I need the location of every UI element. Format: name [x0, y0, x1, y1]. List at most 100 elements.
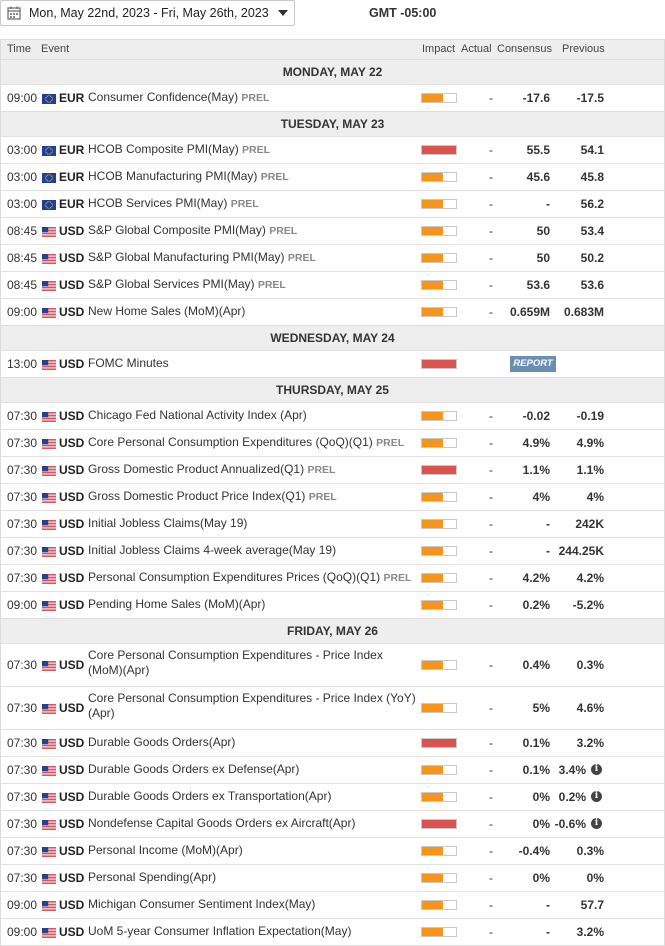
event-title[interactable]: HCOB Composite PMI(May): [88, 142, 239, 156]
table-row[interactable]: 07:30 USD Gross Domestic Product Price Ind…: [1, 483, 664, 510]
previous-value: 0%: [586, 871, 604, 885]
event-name[interactable]: Personal Consumption Expenditures Prices…: [88, 570, 418, 586]
event-name[interactable]: S&P Global Manufacturing PMI(May) PREL: [88, 250, 418, 266]
event-name[interactable]: Durable Goods Orders(Apr): [88, 735, 418, 750]
event-title[interactable]: Durable Goods Orders(Apr): [88, 735, 236, 749]
table-row[interactable]: 09:00 USD New Home Sales (MoM)(Apr) - 0.659M…: [1, 298, 664, 325]
consensus-value: 4.2%: [522, 571, 550, 585]
event-title[interactable]: Pending Home Sales (MoM)(Apr): [88, 597, 266, 611]
table-row[interactable]: 09:00 USD Michigan Consumer Sentiment Inde…: [1, 891, 664, 918]
event-title[interactable]: Gross Domestic Product Annualized(Q1): [88, 462, 305, 476]
table-row[interactable]: 13:00 USD FOMC Minutes REPORT: [1, 350, 664, 377]
info-icon[interactable]: i: [591, 764, 602, 775]
table-row[interactable]: 09:00 USD UoM 5-year Consumer Inflation Ex…: [1, 918, 664, 945]
table-row[interactable]: 08:45 USD S&P Global Manufacturing PMI(May…: [1, 244, 664, 271]
event-name[interactable]: Durable Goods Orders ex Defense(Apr): [88, 762, 418, 777]
event-name[interactable]: Nondefense Capital Goods Orders ex Aircr…: [88, 816, 418, 831]
table-row[interactable]: 07:30 USD Initial Jobless Claims(May 19) - -…: [1, 510, 664, 537]
event-name[interactable]: S&P Global Composite PMI(May) PREL: [88, 223, 418, 239]
table-row[interactable]: 03:00 EUR HCOB Composite PMI(May) PREL - 55.…: [1, 136, 664, 163]
event-title[interactable]: Gross Domestic Product Price Index(Q1): [88, 489, 306, 503]
event-name[interactable]: Michigan Consumer Sentiment Index(May): [88, 897, 418, 912]
event-time: 07:30: [7, 571, 38, 585]
table-row[interactable]: 07:30 USD Initial Jobless Claims 4-week av…: [1, 537, 664, 564]
event-title[interactable]: Consumer Confidence(May): [88, 90, 239, 104]
event-title[interactable]: Initial Jobless Claims(May 19): [88, 516, 248, 530]
table-row[interactable]: 03:00 EUR HCOB Services PMI(May) PREL - - 56.…: [1, 190, 664, 217]
event-name[interactable]: S&P Global Services PMI(May) PREL: [88, 277, 418, 293]
event-name[interactable]: Personal Spending(Apr): [88, 870, 418, 885]
event-name[interactable]: Initial Jobless Claims 4-week average(Ma…: [88, 543, 418, 558]
event-name[interactable]: Gross Domestic Product Annualized(Q1) PR…: [88, 462, 418, 478]
info-icon[interactable]: i: [591, 791, 602, 802]
table-row[interactable]: 08:45 USD S&P Global Services PMI(May) PRE…: [1, 271, 664, 298]
event-name[interactable]: Chicago Fed National Activity Index (Apr…: [88, 408, 418, 423]
previous-value: 53.6: [580, 278, 604, 292]
event-name[interactable]: HCOB Services PMI(May) PREL: [88, 196, 418, 212]
report-button[interactable]: REPORT: [510, 356, 556, 372]
event-title[interactable]: S&P Global Composite PMI(May): [88, 223, 266, 237]
event-name[interactable]: HCOB Manufacturing PMI(May) PREL: [88, 169, 418, 185]
event-name[interactable]: HCOB Composite PMI(May) PREL: [88, 142, 418, 158]
table-row[interactable]: 07:30 USD Personal Consumption Expenditure…: [1, 564, 664, 591]
info-icon[interactable]: i: [591, 818, 602, 829]
event-title[interactable]: Core Personal Consumption Expenditures -…: [88, 691, 416, 720]
prel-tag: PREL: [241, 92, 270, 104]
event-title[interactable]: New Home Sales (MoM)(Apr): [88, 304, 246, 318]
event-title[interactable]: Personal Spending(Apr): [88, 870, 217, 884]
table-row[interactable]: 03:00 EUR HCOB Manufacturing PMI(May) PREL…: [1, 163, 664, 190]
table-row[interactable]: 07:30 USD Durable Goods Orders ex Defense(…: [1, 756, 664, 783]
event-title[interactable]: S&P Global Services PMI(May): [88, 277, 255, 291]
event-name[interactable]: FOMC Minutes: [88, 356, 418, 371]
event-title[interactable]: HCOB Manufacturing PMI(May): [88, 169, 258, 183]
impact-indicator: [421, 411, 457, 421]
event-name[interactable]: Pending Home Sales (MoM)(Apr): [88, 597, 418, 612]
event-name[interactable]: Personal Income (MoM)(Apr): [88, 843, 418, 858]
consensus-value: 0%: [532, 790, 550, 804]
event-title[interactable]: Core Personal Consumption Expenditures (…: [88, 435, 373, 449]
impact-indicator: [421, 226, 457, 236]
currency-code: USD: [59, 436, 85, 450]
table-row[interactable]: 07:30 USD Durable Goods Orders ex Transpor…: [1, 783, 664, 810]
event-name[interactable]: Core Personal Consumption Expenditures -…: [88, 691, 418, 721]
table-row[interactable]: 07:30 USD Gross Domestic Product Annualize…: [1, 456, 664, 483]
event-name[interactable]: New Home Sales (MoM)(Apr): [88, 304, 418, 319]
event-title[interactable]: Core Personal Consumption Expenditures -…: [88, 648, 383, 677]
event-title[interactable]: UoM 5-year Consumer Inflation Expectatio…: [88, 924, 352, 938]
table-row[interactable]: 09:00 EUR Consumer Confidence(May) PREL - -1…: [1, 84, 664, 111]
event-title[interactable]: HCOB Services PMI(May): [88, 196, 228, 210]
event-title[interactable]: Chicago Fed National Activity Index (Apr…: [88, 408, 307, 422]
event-title[interactable]: Initial Jobless Claims 4-week average(Ma…: [88, 543, 337, 557]
chevron-down-icon[interactable]: [278, 10, 288, 16]
currency-code: EUR: [59, 91, 85, 105]
event-name[interactable]: Initial Jobless Claims(May 19): [88, 516, 418, 531]
event-name[interactable]: UoM 5-year Consumer Inflation Expectatio…: [88, 924, 418, 939]
table-row[interactable]: 09:00 USD Pending Home Sales (MoM)(Apr) - 0.…: [1, 591, 664, 618]
event-title[interactable]: FOMC Minutes: [88, 356, 169, 370]
event-name[interactable]: Consumer Confidence(May) PREL: [88, 90, 418, 106]
table-row[interactable]: 07:30 USD Core Personal Consumption Expend…: [1, 429, 664, 456]
table-row[interactable]: 07:30 USD Core Personal Consumption Expend…: [1, 643, 664, 686]
date-range-picker[interactable]: Mon, May 22nd, 2023 - Fri, May 26th, 202…: [0, 0, 295, 26]
event-name[interactable]: Core Personal Consumption Expenditures -…: [88, 648, 418, 678]
event-title[interactable]: Nondefense Capital Goods Orders ex Aircr…: [88, 816, 356, 830]
impact-indicator: [421, 519, 457, 529]
table-row[interactable]: 07:30 USD Personal Spending(Apr) - 0% 0%: [1, 864, 664, 891]
table-row[interactable]: 07:30 USD Personal Income (MoM)(Apr) - -0.4%…: [1, 837, 664, 864]
event-title[interactable]: S&P Global Manufacturing PMI(May): [88, 250, 285, 264]
event-title[interactable]: Durable Goods Orders ex Transportation(A…: [88, 789, 332, 803]
event-name[interactable]: Durable Goods Orders ex Transportation(A…: [88, 789, 418, 804]
table-row[interactable]: 07:30 USD Chicago Fed National Activity In…: [1, 402, 664, 429]
event-title[interactable]: Durable Goods Orders ex Defense(Apr): [88, 762, 300, 776]
table-row[interactable]: 07:30 USD Durable Goods Orders(Apr) - 0.1% 3.…: [1, 729, 664, 756]
event-name[interactable]: Core Personal Consumption Expenditures (…: [88, 435, 418, 451]
table-row[interactable]: 07:30 USD Nondefense Capital Goods Orders …: [1, 810, 664, 837]
actual-value: -: [489, 490, 493, 504]
table-row[interactable]: 08:45 USD S&P Global Composite PMI(May) PR…: [1, 217, 664, 244]
event-title[interactable]: Personal Income (MoM)(Apr): [88, 843, 243, 857]
actual-value: -: [489, 658, 493, 672]
event-name[interactable]: Gross Domestic Product Price Index(Q1) P…: [88, 489, 418, 505]
table-row[interactable]: 07:30 USD Core Personal Consumption Expend…: [1, 686, 664, 729]
event-title[interactable]: Michigan Consumer Sentiment Index(May): [88, 897, 316, 911]
event-title[interactable]: Personal Consumption Expenditures Prices…: [88, 570, 381, 584]
